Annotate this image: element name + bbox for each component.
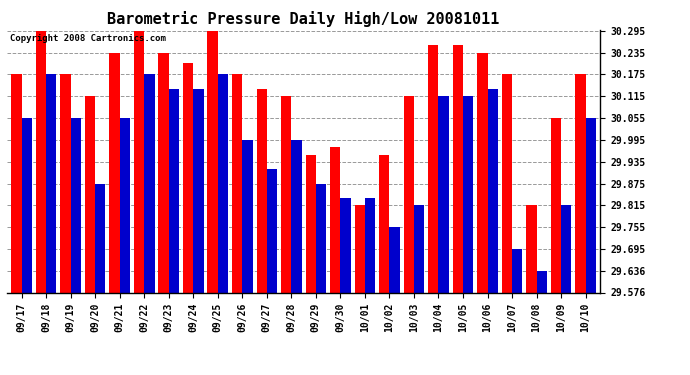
Title: Barometric Pressure Daily High/Low 20081011: Barometric Pressure Daily High/Low 20081…	[108, 12, 500, 27]
Bar	[355, 206, 365, 292]
Bar	[60, 74, 70, 292]
Bar	[438, 96, 449, 292]
Bar	[512, 249, 522, 292]
Bar	[428, 45, 438, 292]
Bar	[257, 89, 267, 292]
Bar	[183, 63, 193, 292]
Bar	[316, 184, 326, 292]
Bar	[281, 96, 291, 292]
Bar	[119, 118, 130, 292]
Bar	[85, 96, 95, 292]
Bar	[11, 74, 21, 292]
Bar	[453, 45, 463, 292]
Bar	[379, 154, 389, 292]
Bar	[537, 271, 547, 292]
Bar	[463, 96, 473, 292]
Bar	[218, 74, 228, 292]
Bar	[95, 184, 106, 292]
Bar	[365, 198, 375, 292]
Bar	[134, 31, 144, 292]
Bar	[477, 53, 488, 292]
Bar	[36, 31, 46, 292]
Bar	[404, 96, 414, 292]
Text: Copyright 2008 Cartronics.com: Copyright 2008 Cartronics.com	[10, 34, 166, 43]
Bar	[586, 118, 596, 292]
Bar	[70, 118, 81, 292]
Bar	[340, 198, 351, 292]
Bar	[526, 206, 537, 292]
Bar	[46, 74, 57, 292]
Bar	[488, 89, 497, 292]
Bar	[193, 89, 204, 292]
Bar	[502, 74, 512, 292]
Bar	[144, 74, 155, 292]
Bar	[159, 53, 169, 292]
Bar	[330, 147, 340, 292]
Bar	[575, 74, 586, 292]
Bar	[242, 140, 253, 292]
Bar	[169, 89, 179, 292]
Bar	[291, 140, 302, 292]
Bar	[208, 31, 218, 292]
Bar	[551, 118, 561, 292]
Bar	[110, 53, 119, 292]
Bar	[389, 227, 400, 292]
Bar	[21, 118, 32, 292]
Bar	[267, 169, 277, 292]
Bar	[232, 74, 242, 292]
Bar	[561, 206, 571, 292]
Bar	[306, 154, 316, 292]
Bar	[414, 206, 424, 292]
